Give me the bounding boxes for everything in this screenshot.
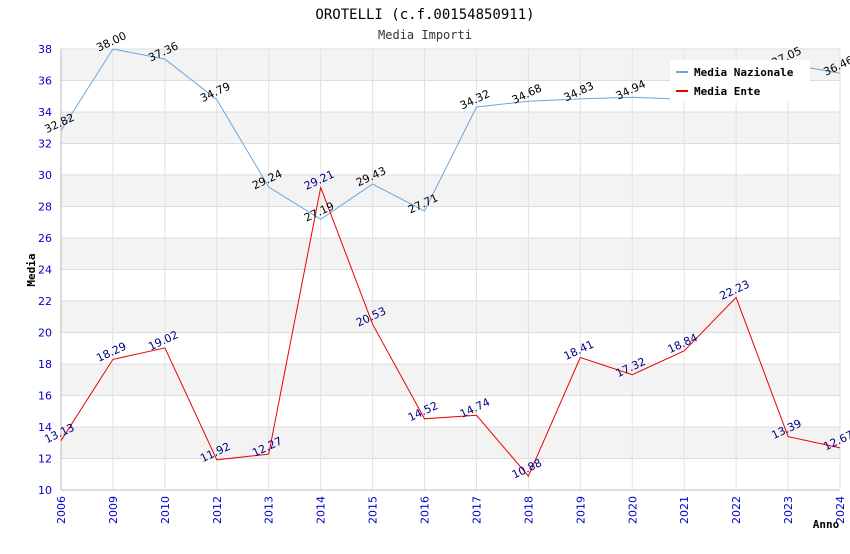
y-tick-label: 16 xyxy=(38,390,52,403)
grid-band xyxy=(61,364,840,396)
grid-band xyxy=(61,301,840,333)
data-label-media-ente: 18.41 xyxy=(562,338,596,363)
y-tick-label: 26 xyxy=(38,232,52,245)
x-tick-label: 2016 xyxy=(419,496,432,524)
data-label-media-nazionale: 34.83 xyxy=(562,79,596,104)
data-label-media-ente: 14.74 xyxy=(458,396,492,421)
data-label-media-nazionale: 34.68 xyxy=(510,82,544,107)
chart-title: OROTELLI (c.f.00154850911) xyxy=(315,7,534,23)
data-label-media-nazionale: 34.32 xyxy=(458,87,492,112)
chart-subtitle: Media Importi xyxy=(378,28,472,42)
y-tick-label: 34 xyxy=(38,106,52,119)
x-tick-label: 2019 xyxy=(574,496,587,524)
y-tick-label: 38 xyxy=(38,43,52,56)
x-tick-label: 2006 xyxy=(55,496,68,524)
x-tick-label: 2018 xyxy=(522,496,535,524)
y-tick-label: 14 xyxy=(38,421,52,434)
grid-band xyxy=(61,238,840,270)
y-tick-label: 20 xyxy=(38,327,52,340)
y-tick-label: 12 xyxy=(38,453,52,466)
grid-band xyxy=(61,427,840,459)
y-tick-label: 22 xyxy=(38,295,52,308)
legend-label-media-ente: Media Ente xyxy=(694,85,761,98)
x-tick-label: 2009 xyxy=(107,496,120,524)
y-tick-label: 10 xyxy=(38,484,52,497)
data-label-media-ente: 18.84 xyxy=(666,331,700,356)
x-tick-label: 2022 xyxy=(730,496,743,524)
y-tick-label: 18 xyxy=(38,358,52,371)
x-tick-label: 2014 xyxy=(315,496,328,524)
x-tick-label: 2012 xyxy=(211,496,224,524)
y-tick-label: 28 xyxy=(38,201,52,214)
data-label-media-nazionale: 34.79 xyxy=(198,80,232,105)
series-line-media-nazionale xyxy=(60,48,841,220)
x-axis-label: Anno xyxy=(813,518,840,531)
x-tick-label: 2013 xyxy=(263,496,276,524)
legend-box xyxy=(670,60,810,102)
grid-band xyxy=(61,112,840,144)
data-label-media-nazionale: 34.94 xyxy=(614,77,648,102)
y-tick-label: 32 xyxy=(38,138,52,151)
x-tick-label: 2010 xyxy=(159,496,172,524)
y-axis-label: Media xyxy=(25,253,38,286)
x-tick-label: 2015 xyxy=(367,496,380,524)
y-tick-label: 24 xyxy=(38,264,52,277)
x-tick-label: 2020 xyxy=(626,496,639,524)
legend-label-media-nazionale: Media Nazionale xyxy=(694,66,794,79)
x-tick-label: 2024 xyxy=(834,496,847,524)
y-tick-label: 36 xyxy=(38,75,52,88)
x-tick-label: 2021 xyxy=(678,496,691,524)
data-label-media-ente: 14.52 xyxy=(406,399,440,424)
x-tick-label: 2017 xyxy=(470,496,483,524)
x-tick-label: 2023 xyxy=(782,496,795,524)
y-tick-label: 30 xyxy=(38,169,52,182)
series-line-media-ente xyxy=(60,185,841,478)
grid-band xyxy=(61,175,840,207)
